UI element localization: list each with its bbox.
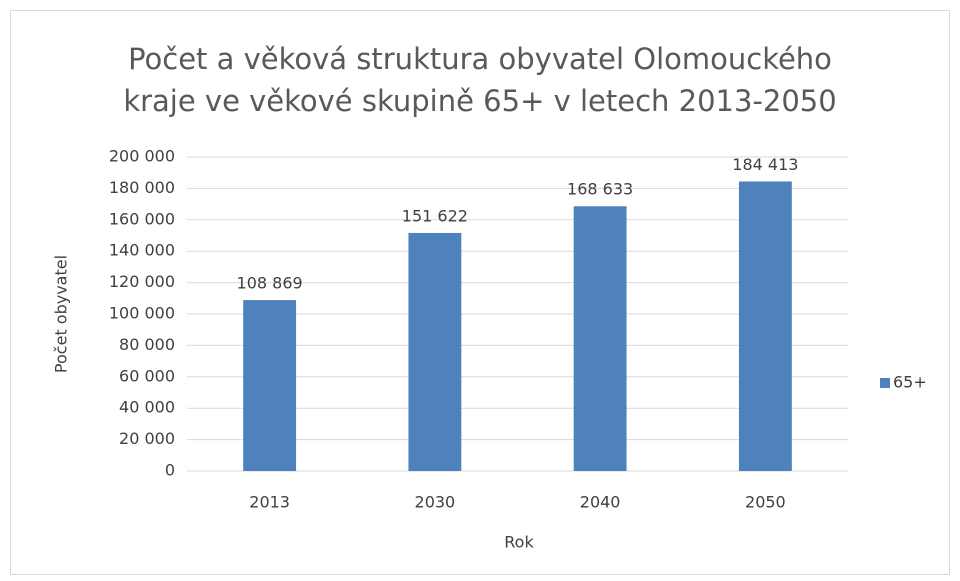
data-label: 168 633	[567, 180, 633, 199]
data-label: 184 413	[732, 155, 798, 174]
y-tick-label: 180 000	[109, 178, 175, 197]
y-tick-label: 0	[165, 461, 175, 480]
bar	[408, 232, 462, 471]
y-tick-label: 100 000	[109, 304, 175, 323]
data-label: 108 869	[237, 274, 303, 293]
y-tick-label: 20 000	[119, 429, 175, 448]
bar	[243, 300, 297, 471]
x-axis-label: Rok	[504, 533, 534, 552]
y-tick-label: 200 000	[109, 147, 175, 166]
y-tick-label: 120 000	[109, 272, 175, 291]
y-tick-label: 60 000	[119, 366, 175, 385]
chart-title: Počet a věková struktura obyvatel Olomou…	[123, 42, 837, 118]
y-tick-label: 40 000	[119, 398, 175, 417]
x-tick-label: 2013	[249, 493, 290, 512]
y-axis-label: Počet obyvatel	[52, 255, 71, 373]
chart-border	[10, 10, 950, 575]
x-tick-label: 2030	[415, 493, 456, 512]
data-label: 151 622	[402, 206, 468, 225]
legend-label: 65+	[893, 373, 927, 392]
y-tick-label: 160 000	[109, 209, 175, 228]
bar	[738, 181, 792, 471]
y-tick-label: 80 000	[119, 335, 175, 354]
x-tick-label: 2050	[745, 493, 786, 512]
bar	[573, 206, 627, 471]
legend-swatch	[880, 378, 890, 388]
x-tick-label: 2040	[580, 493, 621, 512]
y-tick-label: 140 000	[109, 241, 175, 260]
